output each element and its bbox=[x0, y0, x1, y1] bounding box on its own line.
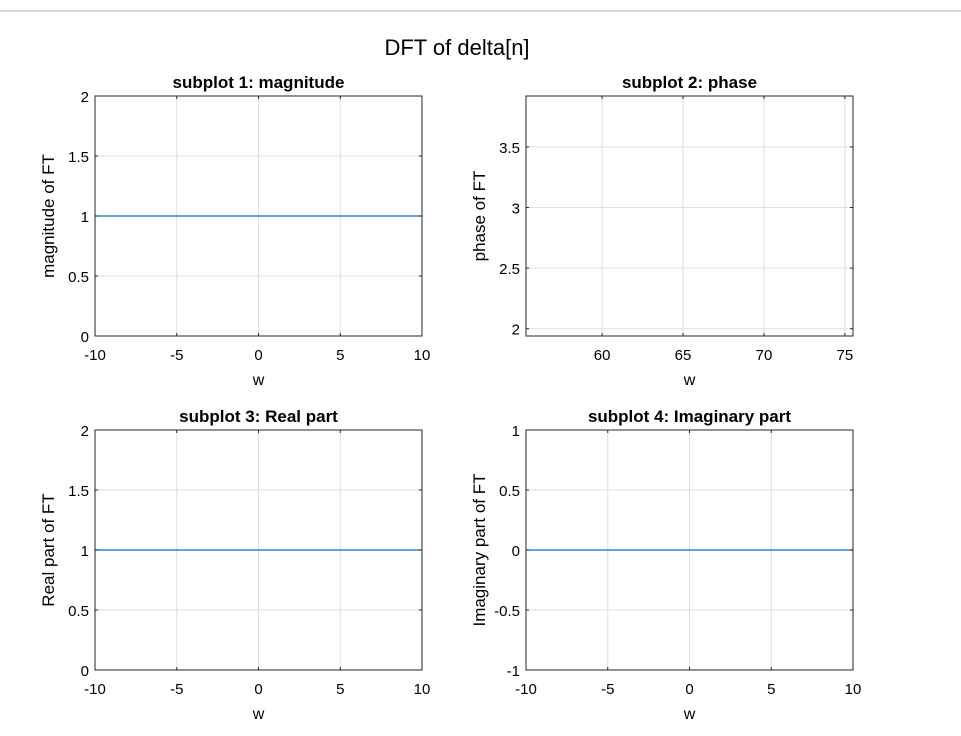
subplot-2-ytick-label-1: 2.5 bbox=[499, 261, 520, 278]
subplot-3-xtick-label-4: 10 bbox=[414, 681, 431, 698]
subplot-2-ytick-label-0: 2 bbox=[512, 322, 520, 339]
subplot-1-ytick-label-4: 2 bbox=[81, 89, 89, 106]
subplot-1-xtick-label-4: 10 bbox=[414, 347, 431, 364]
subplot-1-axes: -10 -5 0 5 10 0 0.5 1 1.5 2 subplot 1: magnitude w m… bbox=[39, 73, 430, 389]
subplot-3-ytick-label-2: 1 bbox=[81, 543, 89, 560]
subplot-2-ylabel: phase of FT bbox=[470, 171, 489, 262]
subplot-1-ytick-label-1: 0.5 bbox=[68, 269, 89, 286]
subplot-3-ytick-label-4: 2 bbox=[81, 423, 89, 440]
subplot-2-plot-area bbox=[526, 96, 853, 336]
subplot-1-ytick-label-3: 1.5 bbox=[68, 149, 89, 166]
subplot-4-axes: -10 -5 0 5 10 -1 -0.5 0 0.5 1 subplot 4: Imaginary… bbox=[470, 407, 861, 723]
subplot-4-ylabel: Imaginary part of FT bbox=[470, 473, 489, 626]
subplot-3-ytick-label-3: 1.5 bbox=[68, 483, 89, 500]
subplot-1-ytick-label-2: 1 bbox=[81, 209, 89, 226]
subplot-2-ytick-label-2: 3 bbox=[512, 201, 520, 218]
subplot-2-axes: 60 65 70 75 2 2.5 3 3.5 subplot 2: phase w phase o… bbox=[470, 73, 854, 389]
subplot-4-title: subplot 4: Imaginary part bbox=[588, 407, 791, 426]
subplot-4-ytick-label-2: 0 bbox=[512, 543, 520, 560]
subplot-4-xtick-label-0: -10 bbox=[515, 681, 537, 698]
subplot-4-ytick-label-3: 0.5 bbox=[499, 483, 520, 500]
subplot-1-xtick-label-2: 0 bbox=[254, 347, 262, 364]
subplot-3-title: subplot 3: Real part bbox=[179, 407, 338, 426]
figure-title: DFT of delta[n] bbox=[384, 35, 529, 60]
subplot-4-xtick-label-2: 0 bbox=[685, 681, 693, 698]
subplot-3-axes: -10 -5 0 5 10 0 0.5 1 1.5 2 subplot 3: Real part w R… bbox=[39, 407, 430, 723]
subplot-1-ylabel: magnitude of FT bbox=[39, 154, 58, 278]
subplot-3-ylabel: Real part of FT bbox=[39, 493, 58, 606]
subplot-4-ytick-label-1: -0.5 bbox=[494, 603, 520, 620]
subplot-3-xtick-label-3: 5 bbox=[336, 681, 344, 698]
subplot-3-ytick-label-1: 0.5 bbox=[68, 603, 89, 620]
subplot-4-ytick-label-4: 1 bbox=[512, 423, 520, 440]
subplot-2-xtick-label-0: 60 bbox=[594, 347, 611, 364]
subplot-1-xlabel: w bbox=[252, 372, 265, 389]
subplot-3-xtick-label-0: -10 bbox=[84, 681, 106, 698]
window-top-bar bbox=[0, 0, 961, 12]
subplot-2-xlabel: w bbox=[683, 372, 696, 389]
subplot-3-xtick-label-1: -5 bbox=[170, 681, 183, 698]
subplot-4-xtick-label-4: 10 bbox=[845, 681, 862, 698]
subplot-4-xtick-label-1: -5 bbox=[601, 681, 614, 698]
subplot-4-xlabel: w bbox=[683, 706, 696, 723]
subplot-2-xtick-label-3: 75 bbox=[837, 347, 854, 364]
subplot-1-xtick-label-3: 5 bbox=[336, 347, 344, 364]
subplot-3-xlabel: w bbox=[252, 706, 265, 723]
subplot-4-xtick-label-3: 5 bbox=[767, 681, 775, 698]
subplot-2-xtick-label-1: 65 bbox=[675, 347, 692, 364]
subplot-3-ytick-label-0: 0 bbox=[81, 663, 89, 680]
subplot-2-ytick-label-3: 3.5 bbox=[499, 140, 520, 157]
subplot-2-title: subplot 2: phase bbox=[622, 73, 757, 92]
subplot-2-axes-box bbox=[525, 95, 854, 337]
subplot-3-xtick-label-2: 0 bbox=[254, 681, 262, 698]
subplot-1-xtick-label-1: -5 bbox=[170, 347, 183, 364]
subplot-1-ytick-label-0: 0 bbox=[81, 329, 89, 346]
subplot-1-xtick-label-0: -10 bbox=[84, 347, 106, 364]
subplot-1-title: subplot 1: magnitude bbox=[173, 73, 345, 92]
subplot-4-ytick-label-0: -1 bbox=[507, 663, 520, 680]
subplot-2-xtick-label-2: 70 bbox=[756, 347, 773, 364]
